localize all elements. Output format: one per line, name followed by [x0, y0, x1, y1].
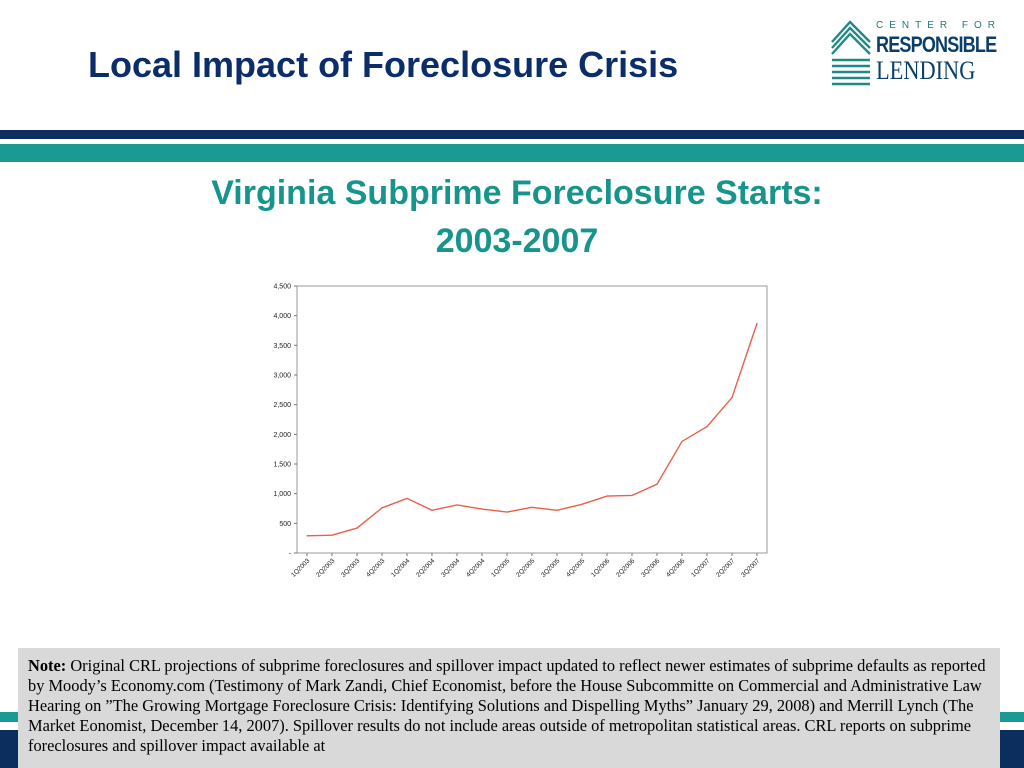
- y-tick-label: 2,500: [273, 402, 291, 409]
- data-point: [606, 495, 608, 497]
- note-text: Original CRL projections of subprime for…: [28, 656, 986, 755]
- chart-title-line-2: 2003-2007: [435, 222, 599, 260]
- data-point: [456, 504, 458, 506]
- data-point: [331, 534, 333, 536]
- x-tick-label: 2Q2007: [715, 557, 737, 579]
- x-tick-label: 1Q2006: [590, 557, 612, 579]
- x-tick-label: 1Q2004: [390, 557, 412, 579]
- data-point: [681, 440, 683, 443]
- y-tick-label: -: [289, 551, 292, 558]
- x-tick-label: 3Q2004: [440, 557, 462, 579]
- logo-line-1: CENTER FOR: [876, 20, 1001, 31]
- data-point: [506, 511, 508, 513]
- data-point: [706, 426, 708, 428]
- header-teal-bar: [0, 144, 1024, 162]
- y-tick-label: 3,500: [273, 343, 291, 350]
- chart-title-line-1: Virginia Subprime Foreclosure Starts:: [211, 174, 823, 212]
- x-tick-label: 2Q2005: [515, 557, 537, 579]
- x-tick-label: 2Q2006: [615, 557, 637, 579]
- x-tick-label: 4Q2005: [565, 557, 587, 579]
- data-point: [356, 527, 358, 529]
- data-point: [581, 503, 583, 505]
- x-tick-label: 4Q2003: [365, 557, 387, 579]
- data-point: [381, 507, 383, 509]
- x-tick-label: 3Q2007: [740, 557, 762, 579]
- x-tick-label: 4Q2004: [465, 557, 487, 579]
- slide-title: Local Impact of Foreclosure Crisis: [88, 44, 679, 85]
- y-tick-label: 1,500: [273, 462, 291, 469]
- header-navy-bar: [0, 130, 1024, 139]
- house-stripes-icon: [831, 20, 871, 86]
- y-tick-label: 3,000: [273, 373, 291, 380]
- x-tick-label: 3Q2006: [640, 557, 662, 579]
- note-box: Note: Original CRL projections of subpri…: [18, 648, 1000, 768]
- x-tick-label: 1Q2007: [690, 557, 712, 579]
- x-tick-label: 2Q2004: [415, 557, 437, 579]
- y-tick-label: 4,000: [273, 313, 291, 320]
- note-label: Note:: [28, 656, 67, 675]
- x-tick-label: 1Q2005: [490, 557, 512, 579]
- logo-line-3: LENDING: [876, 56, 976, 85]
- data-point: [431, 509, 433, 511]
- foreclosure-line-chart: - 500 1,000 1,500 2,000 2,500 3,000 3,500 4,000 4…: [273, 284, 768, 579]
- y-tick-label: 2,000: [273, 432, 291, 439]
- data-point: [756, 322, 758, 324]
- data-point: [556, 509, 558, 511]
- y-tick-label: 1,000: [273, 491, 291, 498]
- x-tick-label: 1Q2003: [290, 557, 312, 579]
- y-tick-label: 500: [279, 521, 291, 528]
- logo-line-2: RESPONSIBLE: [876, 32, 997, 57]
- data-point: [531, 506, 533, 508]
- x-tick-label: 4Q2006: [665, 557, 687, 579]
- x-tick-label: 3Q2005: [540, 557, 562, 579]
- data-point: [306, 535, 308, 537]
- data-point: [631, 494, 633, 497]
- y-tick-label: 4,500: [273, 284, 291, 291]
- data-point: [656, 483, 658, 485]
- x-tick-label: 3Q2003: [340, 557, 362, 579]
- crl-logo: CENTER FOR RESPONSIBLE LENDING: [830, 18, 1005, 88]
- data-point: [731, 396, 733, 399]
- plot-area: [296, 285, 768, 554]
- data-point: [406, 497, 408, 500]
- x-tick-label: 2Q2003: [315, 557, 337, 579]
- data-point: [481, 508, 483, 510]
